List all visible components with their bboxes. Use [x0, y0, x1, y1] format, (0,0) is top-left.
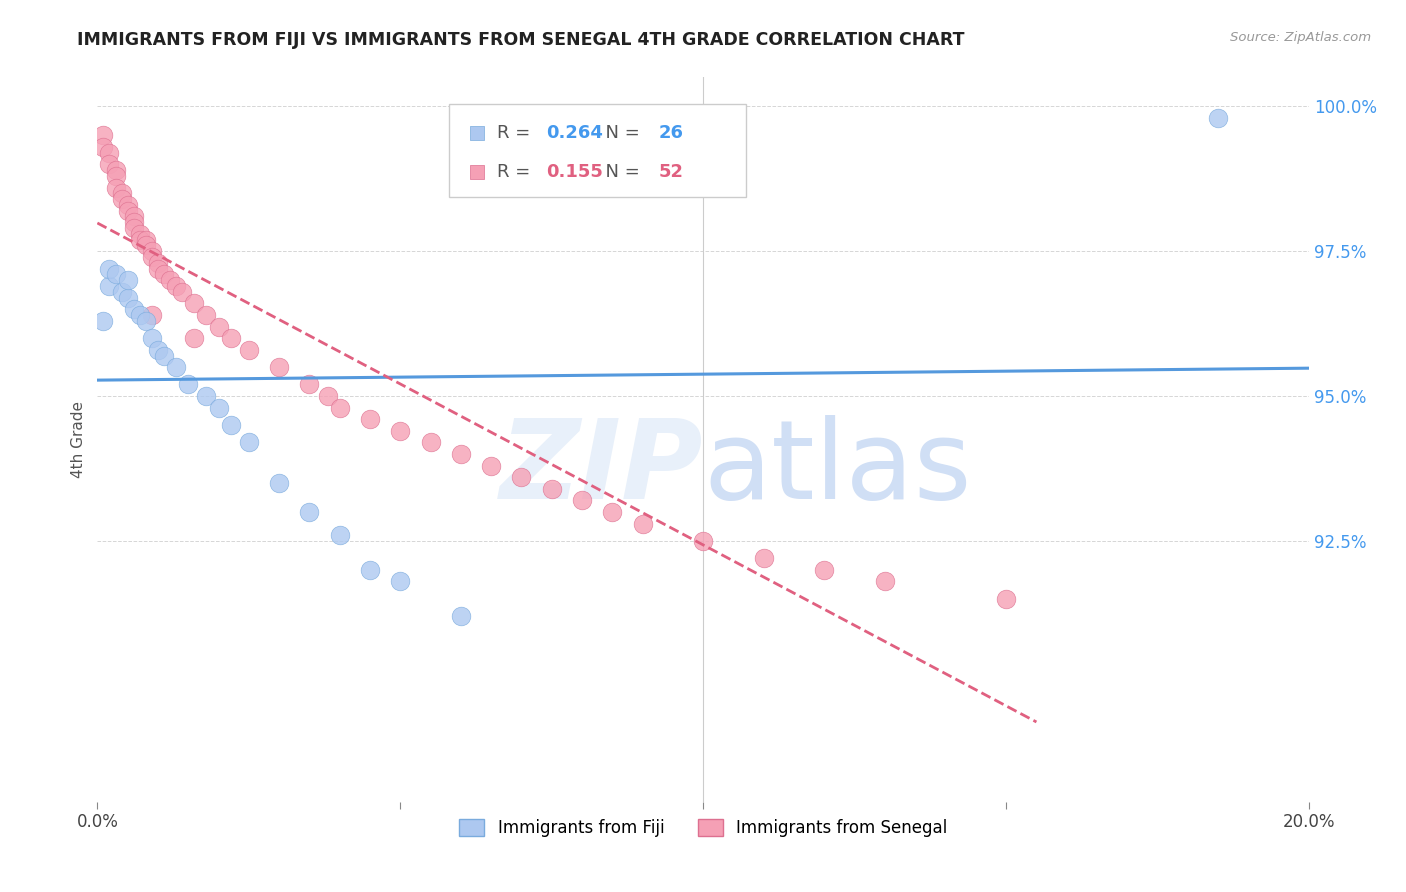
Point: [238, 435, 260, 450]
Text: N =: N =: [595, 125, 645, 143]
Point: [110, 285, 132, 299]
Point: [510, 470, 533, 484]
Point: [602, 505, 624, 519]
Point: [141, 308, 163, 322]
Point: [873, 574, 896, 589]
Point: [195, 389, 218, 403]
Point: [93, 128, 115, 143]
Point: [479, 458, 502, 473]
Point: [359, 563, 381, 577]
Point: [117, 198, 139, 212]
Point: [540, 482, 562, 496]
Point: [269, 475, 291, 490]
Point: [165, 360, 187, 375]
Text: Source: ZipAtlas.com: Source: ZipAtlas.com: [1230, 31, 1371, 45]
Point: [1206, 111, 1229, 125]
Text: 0.264: 0.264: [546, 125, 603, 143]
Point: [98, 279, 121, 293]
Point: [389, 424, 412, 438]
Point: [571, 493, 593, 508]
Point: [298, 505, 321, 519]
Point: [238, 343, 260, 357]
Point: [141, 331, 163, 345]
Point: [995, 591, 1018, 606]
Point: [195, 308, 218, 322]
Point: [419, 435, 441, 450]
Point: [269, 360, 291, 375]
Text: N =: N =: [595, 163, 645, 181]
Point: [813, 563, 835, 577]
Point: [159, 273, 181, 287]
Point: [165, 279, 187, 293]
Point: [93, 140, 115, 154]
Point: [298, 377, 321, 392]
Text: atlas: atlas: [703, 415, 972, 522]
Point: [117, 203, 139, 218]
Point: [110, 192, 132, 206]
Point: [128, 233, 150, 247]
FancyBboxPatch shape: [449, 104, 745, 197]
Point: [128, 227, 150, 241]
Point: [207, 319, 229, 334]
Point: [110, 186, 132, 201]
Point: [98, 261, 121, 276]
Point: [141, 244, 163, 259]
Point: [219, 417, 242, 432]
Point: [153, 268, 176, 282]
Point: [219, 331, 242, 345]
Point: [122, 215, 145, 229]
Text: ZIP: ZIP: [499, 415, 703, 522]
Point: [692, 533, 714, 548]
Point: [122, 210, 145, 224]
Text: R =: R =: [498, 125, 536, 143]
Point: [104, 180, 127, 194]
Point: [141, 250, 163, 264]
Point: [177, 377, 200, 392]
Point: [128, 308, 150, 322]
Point: [93, 314, 115, 328]
Point: [135, 233, 157, 247]
Point: [172, 285, 194, 299]
Point: [450, 447, 472, 461]
Text: 0.155: 0.155: [546, 163, 603, 181]
Point: [117, 291, 139, 305]
Point: [135, 314, 157, 328]
Point: [98, 145, 121, 160]
Point: [329, 528, 352, 542]
Text: R =: R =: [498, 163, 536, 181]
Point: [207, 401, 229, 415]
Point: [153, 349, 176, 363]
Point: [450, 609, 472, 624]
Point: [359, 412, 381, 426]
Point: [122, 221, 145, 235]
Point: [389, 574, 412, 589]
Point: [146, 256, 169, 270]
Point: [752, 551, 775, 566]
Point: [146, 261, 169, 276]
Point: [104, 169, 127, 183]
Point: [631, 516, 654, 531]
Text: IMMIGRANTS FROM FIJI VS IMMIGRANTS FROM SENEGAL 4TH GRADE CORRELATION CHART: IMMIGRANTS FROM FIJI VS IMMIGRANTS FROM …: [77, 31, 965, 49]
Point: [122, 302, 145, 317]
Point: [316, 389, 339, 403]
Text: 26: 26: [658, 125, 683, 143]
Point: [98, 157, 121, 171]
Point: [183, 331, 205, 345]
Point: [183, 296, 205, 310]
Point: [329, 401, 352, 415]
Point: [104, 268, 127, 282]
Point: [135, 238, 157, 252]
Text: 52: 52: [658, 163, 683, 181]
Point: [117, 273, 139, 287]
Y-axis label: 4th Grade: 4th Grade: [72, 401, 86, 478]
Legend: Immigrants from Fiji, Immigrants from Senegal: Immigrants from Fiji, Immigrants from Se…: [453, 813, 953, 844]
Point: [146, 343, 169, 357]
Point: [104, 163, 127, 178]
